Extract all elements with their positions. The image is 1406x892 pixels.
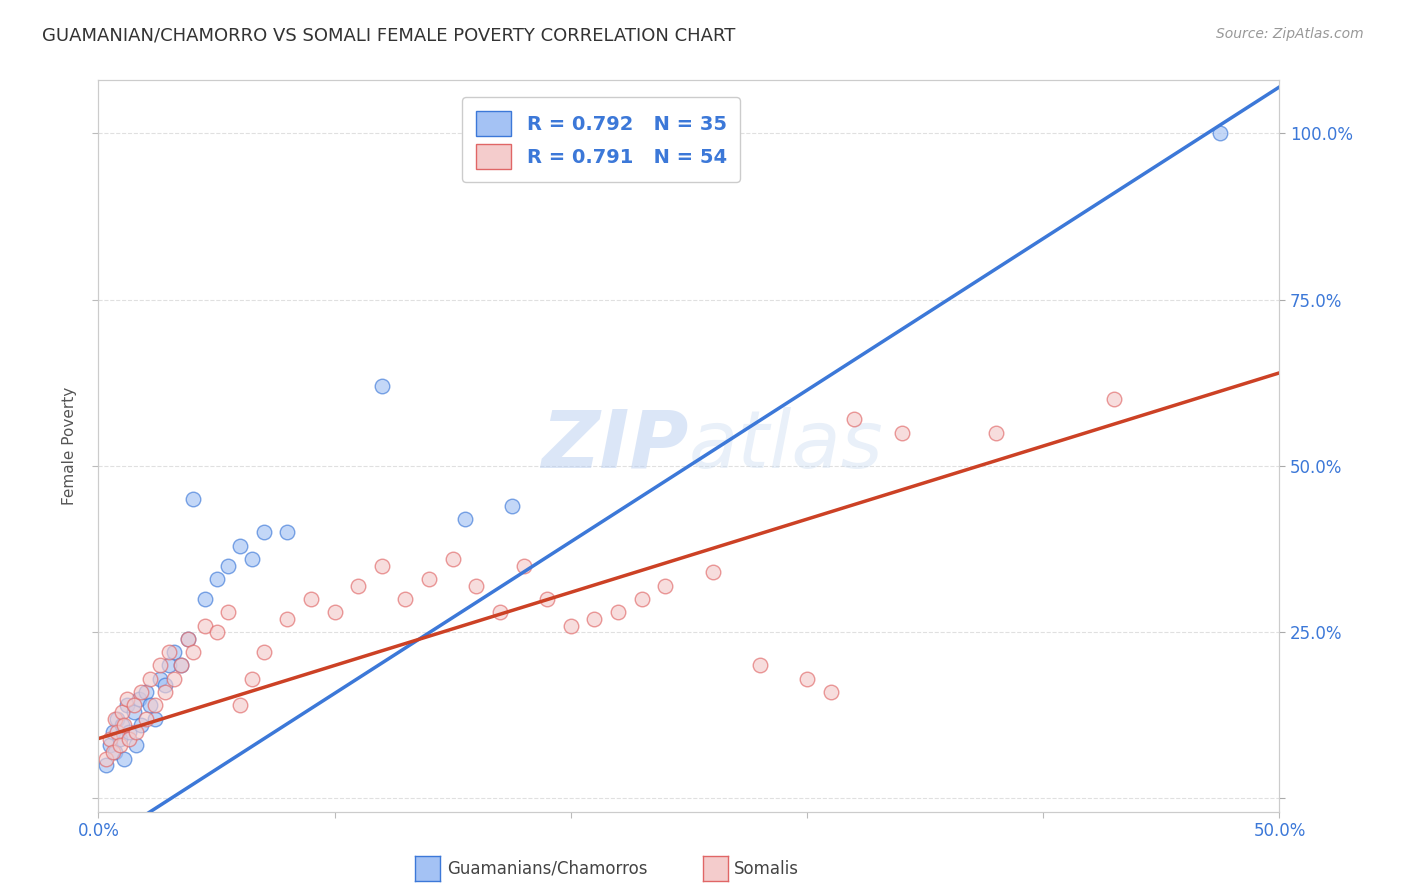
Point [149, 658, 172, 673]
Point [153, 685, 176, 699]
Point [501, 499, 523, 513]
Point [101, 745, 124, 759]
Point [143, 712, 166, 726]
Text: Source: ZipAtlas.com: Source: ZipAtlas.com [1216, 27, 1364, 41]
Point [394, 591, 416, 606]
Point [194, 591, 217, 606]
Point [170, 658, 193, 673]
Y-axis label: Female Poverty: Female Poverty [62, 387, 77, 505]
Point [157, 658, 180, 673]
Point [129, 685, 152, 699]
Point [748, 658, 770, 673]
Text: Guamanians/Chamorros: Guamanians/Chamorros [447, 860, 648, 878]
Point [630, 591, 652, 606]
Point [299, 591, 322, 606]
Point [489, 605, 512, 619]
Point [984, 425, 1007, 440]
Point [418, 572, 440, 586]
Point [465, 579, 488, 593]
Point [118, 725, 141, 739]
Point [177, 632, 200, 646]
Point [135, 712, 157, 726]
Point [122, 705, 145, 719]
Point [112, 751, 135, 765]
Point [194, 618, 217, 632]
Point [796, 672, 818, 686]
Point [129, 718, 152, 732]
Point [1102, 392, 1125, 407]
Point [98, 731, 121, 746]
Point [240, 552, 263, 566]
Point [181, 645, 204, 659]
Point [105, 712, 128, 726]
Point [111, 718, 134, 732]
Point [1209, 127, 1232, 141]
Point [890, 425, 912, 440]
Point [94, 751, 117, 765]
Point [240, 672, 263, 686]
Point [128, 691, 150, 706]
Point [253, 645, 276, 659]
Point [702, 566, 724, 580]
Point [125, 738, 148, 752]
Point [229, 539, 252, 553]
Text: atlas: atlas [689, 407, 884, 485]
Point [607, 605, 630, 619]
Point [276, 525, 298, 540]
Point [135, 685, 157, 699]
Point [108, 731, 131, 746]
Point [229, 698, 252, 713]
Point [347, 579, 370, 593]
Point [583, 612, 606, 626]
Point [125, 725, 148, 739]
Legend: R = 0.792   N = 35, R = 0.791   N = 54: R = 0.792 N = 35, R = 0.791 N = 54 [463, 97, 741, 182]
Point [205, 572, 228, 586]
Point [441, 552, 464, 566]
Point [115, 691, 138, 706]
Point [139, 698, 162, 713]
Point [253, 525, 276, 540]
Point [560, 618, 582, 632]
Point [181, 492, 204, 507]
Point [820, 685, 842, 699]
Text: Somalis: Somalis [734, 860, 799, 878]
Point [205, 625, 228, 640]
Point [118, 731, 141, 746]
Point [217, 558, 239, 573]
Point [153, 678, 176, 692]
Point [104, 745, 127, 759]
Point [163, 672, 186, 686]
Point [654, 579, 676, 593]
Point [217, 605, 239, 619]
Point [122, 698, 145, 713]
Point [536, 591, 558, 606]
Point [371, 558, 394, 573]
Point [105, 725, 128, 739]
Point [844, 412, 866, 426]
Point [115, 698, 138, 713]
Point [143, 698, 166, 713]
Point [453, 512, 475, 526]
Point [101, 725, 124, 739]
Point [371, 379, 394, 393]
Point [276, 612, 298, 626]
Point [177, 632, 200, 646]
Point [323, 605, 346, 619]
Point [157, 645, 180, 659]
Point [111, 705, 134, 719]
Point [94, 758, 117, 772]
Point [108, 738, 131, 752]
Point [139, 672, 162, 686]
Text: ZIP: ZIP [541, 407, 689, 485]
Point [104, 712, 127, 726]
Point [170, 658, 193, 673]
Point [112, 718, 135, 732]
Point [512, 558, 534, 573]
Point [149, 672, 172, 686]
Point [163, 645, 186, 659]
Point [98, 738, 121, 752]
Text: GUAMANIAN/CHAMORRO VS SOMALI FEMALE POVERTY CORRELATION CHART: GUAMANIAN/CHAMORRO VS SOMALI FEMALE POVE… [42, 27, 735, 45]
